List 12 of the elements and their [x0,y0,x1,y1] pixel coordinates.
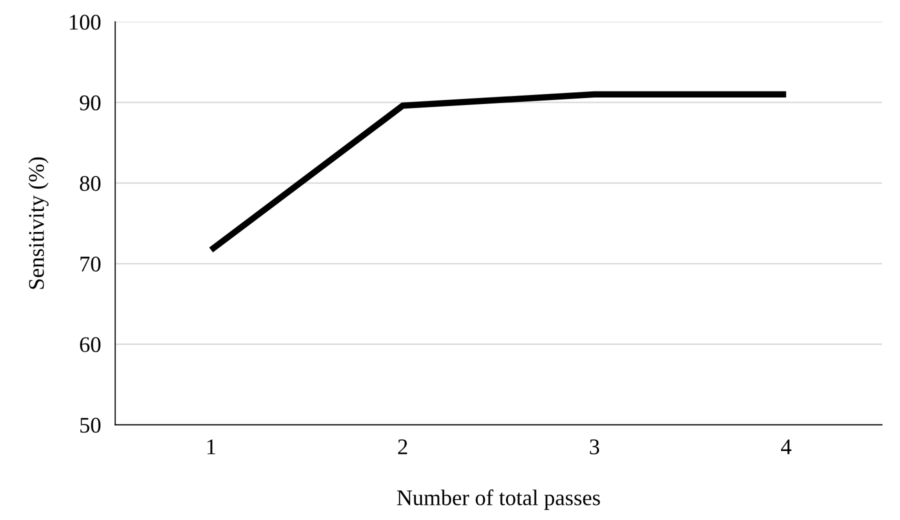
y-tick-label: 70 [80,256,100,272]
y-tick-label: 80 [80,176,100,191]
x-tick-label: 3 [590,439,600,454]
y-tick-label: 50 [80,418,100,433]
y-tick-label: 100 [70,14,100,30]
x-axis-title: Number of total passes [397,489,600,510]
y-axis-title: Sensitivity (%) [28,157,49,289]
x-tick-label: 1 [207,439,216,454]
x-tick-label: 4 [781,440,792,454]
y-tick-label: 60 [80,337,100,352]
y-tick-label: 90 [80,95,100,110]
x-tick-label: 2 [398,439,408,454]
